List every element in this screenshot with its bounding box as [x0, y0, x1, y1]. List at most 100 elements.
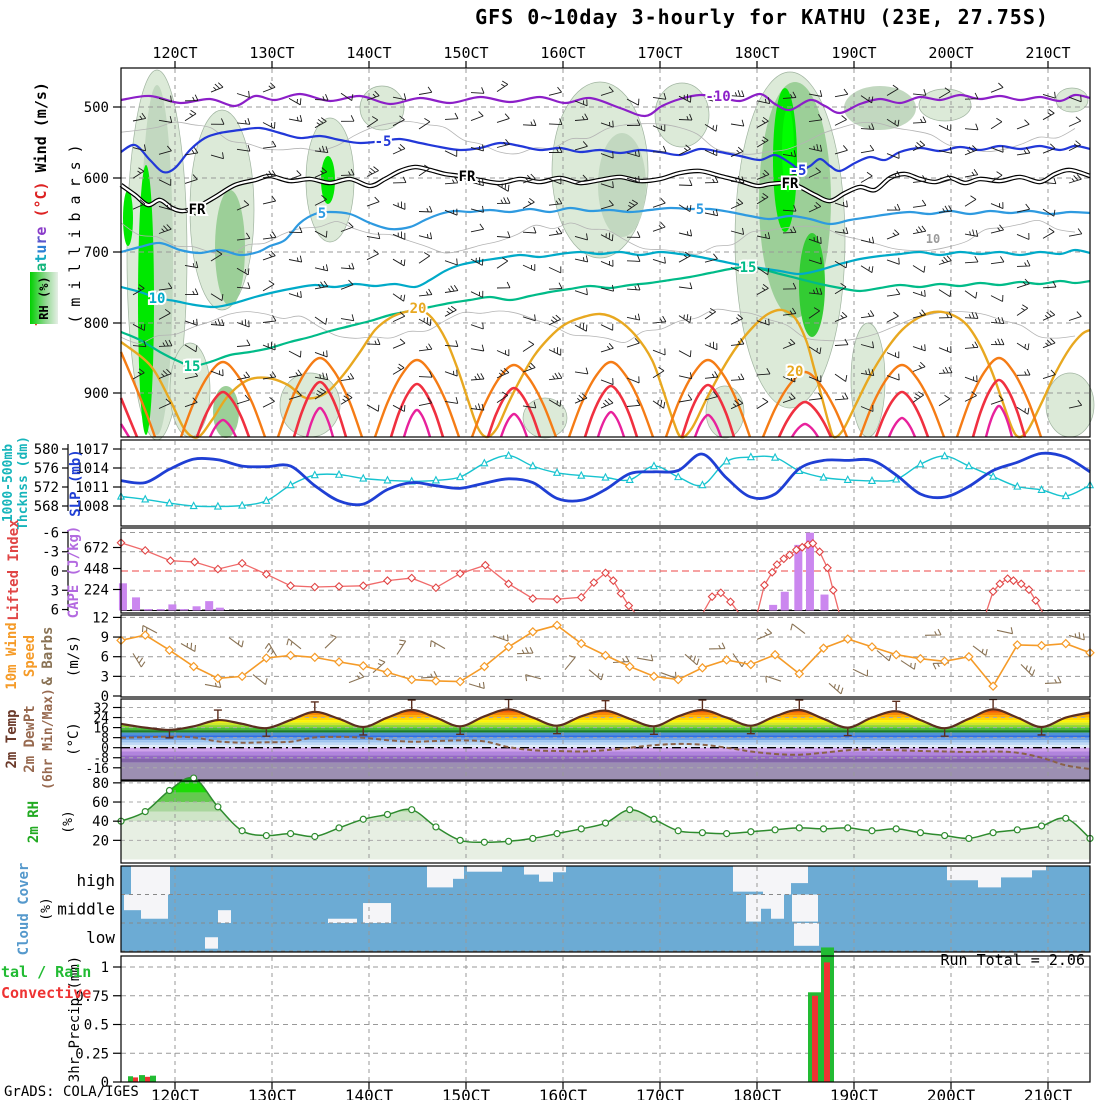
- temp-band: [121, 751, 1090, 756]
- wind-barb: [184, 109, 197, 122]
- wind-barb: [366, 166, 379, 177]
- wind-barb: [496, 391, 509, 403]
- wind-tick-label: 9: [101, 630, 109, 646]
- wind-barb: [756, 628, 773, 640]
- wind-barb: [516, 647, 534, 655]
- wind-barb: [392, 231, 406, 240]
- thickness-label-1: 1000-500mb: [1, 444, 16, 522]
- wind-barb: [548, 197, 563, 206]
- wind-barb: [938, 366, 953, 374]
- cape-bar: [820, 594, 829, 611]
- convective-bar: [824, 962, 830, 1082]
- wind-barb: [496, 257, 509, 269]
- wind-barb: [1042, 369, 1056, 380]
- wind-speed-marker: [673, 674, 683, 685]
- wind-barb: [626, 175, 640, 183]
- wind-barb: [492, 634, 509, 642]
- lifted-index-marker: [431, 583, 441, 593]
- wind-barb: [678, 113, 693, 121]
- thickness-marker: [964, 461, 973, 470]
- rh-band: [121, 782, 1090, 793]
- wind-barb: [392, 404, 406, 412]
- wind-barb: [652, 399, 666, 409]
- cape-bar: [179, 609, 188, 611]
- wind-barb: [600, 181, 614, 189]
- cloud-patch-low: [205, 937, 218, 949]
- wind-speed-marker: [164, 645, 175, 655]
- wind-barb: [1020, 664, 1036, 677]
- wind-barb: [496, 231, 511, 238]
- lifted-index-marker: [726, 597, 735, 607]
- cloud-patch-middle: [792, 894, 818, 922]
- cloud-panel-bg: [121, 866, 1090, 952]
- contour-label-5: 5: [696, 202, 704, 218]
- rh-shading-blob: [918, 88, 972, 122]
- wind-barb: [418, 317, 432, 326]
- temp-max-whisker: [310, 701, 319, 711]
- wind-barb: [184, 318, 198, 326]
- lifted-index-marker: [995, 579, 1005, 589]
- wind-barb: [314, 167, 328, 178]
- contour-label-10: 10: [149, 291, 166, 307]
- wind-barb: [314, 230, 328, 238]
- thickness-marker: [286, 480, 295, 489]
- thickness-marker: [916, 459, 925, 468]
- rh-marker: [238, 827, 246, 835]
- wind-barb: [756, 193, 769, 205]
- temp-band: [121, 762, 1090, 780]
- temp-tick-label: 8: [101, 732, 109, 747]
- x-axis-label: 200CT: [928, 44, 973, 62]
- wind-barb: [912, 289, 926, 297]
- rain-bar: [139, 1075, 145, 1082]
- wind-barb: [496, 182, 510, 192]
- wind-barb: [132, 323, 146, 331]
- temp-min-whisker: [456, 727, 465, 736]
- rh-tick-label: 60: [92, 795, 109, 811]
- rh-shading-blob: [169, 342, 211, 438]
- wind-barb: [158, 339, 173, 347]
- wind-barb: [886, 257, 900, 265]
- wind-barb: [626, 376, 640, 384]
- rh-marker: [674, 827, 682, 835]
- wind-barb: [470, 205, 484, 213]
- temp-max-whisker: [698, 699, 707, 710]
- temp-band: [121, 715, 1090, 718]
- x-axis-label: 190CT: [831, 44, 876, 62]
- panel-border: [120, 955, 1091, 1083]
- wind-barb: [600, 284, 615, 292]
- lifted-index-marker: [261, 569, 271, 579]
- wind-barb: [184, 147, 199, 156]
- temp-contour-arc-25: [373, 358, 461, 438]
- wind-barb: [262, 121, 276, 129]
- temp-band: [121, 712, 1090, 716]
- rh-marker: [892, 825, 900, 833]
- wind-barb: [886, 170, 901, 179]
- temp-min-whisker: [359, 727, 368, 736]
- wind-barb: [132, 284, 145, 296]
- wind-barb: [252, 674, 268, 686]
- wind-barb: [678, 314, 692, 323]
- panel-lifted-index-cape: -6 -3 0 3 6 672 448 224: [42, 525, 1091, 619]
- wind-barb: [574, 288, 588, 296]
- lifted-index-marker: [601, 568, 610, 578]
- panel-slp-thickness: 1017 1014 1011 1008 580 576 572 568: [34, 439, 1095, 527]
- wind-barb: [574, 99, 588, 107]
- wind-barb: [990, 256, 1005, 265]
- wind-barb: [564, 655, 576, 671]
- wind-barb: [1042, 109, 1055, 121]
- thickness-marker: [528, 461, 537, 470]
- cloud-patch-middle: [771, 894, 784, 919]
- wind-barb: [704, 253, 718, 263]
- wind-barb: [886, 203, 901, 211]
- temp-contour-arc-35: [499, 412, 529, 438]
- rh-shading-blob: [654, 82, 710, 148]
- wind-barb: [470, 322, 484, 330]
- wind-barb: [468, 681, 485, 690]
- wind-barb: [418, 288, 433, 297]
- dewpoint-line: [120, 735, 1091, 771]
- wind-barb: [262, 396, 275, 408]
- wind-barb: [548, 227, 563, 236]
- wind-barb: [392, 311, 406, 323]
- wind-barb: [444, 396, 459, 404]
